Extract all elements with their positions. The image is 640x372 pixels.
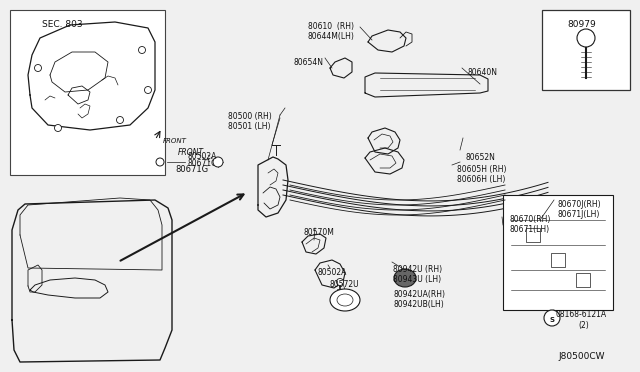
Text: 80979: 80979 bbox=[567, 20, 596, 29]
Text: 80670J(RH): 80670J(RH) bbox=[557, 200, 600, 209]
Bar bbox=[551, 253, 565, 267]
Text: 80670(RH): 80670(RH) bbox=[510, 215, 552, 224]
Text: 80671G: 80671G bbox=[175, 165, 208, 174]
Text: 80605H (RH): 80605H (RH) bbox=[457, 165, 506, 174]
Text: 80610  (RH): 80610 (RH) bbox=[308, 22, 354, 31]
Text: 80640N: 80640N bbox=[468, 68, 498, 77]
Ellipse shape bbox=[337, 294, 353, 306]
Text: 80644M(LH): 80644M(LH) bbox=[308, 32, 355, 41]
Text: S: S bbox=[550, 317, 555, 323]
Text: 80502A: 80502A bbox=[188, 152, 218, 161]
Text: 80671(LH): 80671(LH) bbox=[510, 225, 550, 234]
Circle shape bbox=[54, 125, 61, 131]
Text: 80572U: 80572U bbox=[330, 280, 360, 289]
Ellipse shape bbox=[330, 289, 360, 311]
Circle shape bbox=[145, 87, 152, 93]
Circle shape bbox=[116, 116, 124, 124]
Circle shape bbox=[337, 279, 344, 285]
Text: (2): (2) bbox=[578, 321, 589, 330]
Text: FRONT: FRONT bbox=[163, 138, 187, 144]
Text: 80942UB(LH): 80942UB(LH) bbox=[393, 300, 444, 309]
Text: 80570M: 80570M bbox=[303, 228, 334, 237]
Circle shape bbox=[138, 46, 145, 54]
Circle shape bbox=[544, 310, 560, 326]
Circle shape bbox=[156, 158, 164, 166]
Text: 80671G: 80671G bbox=[187, 160, 217, 169]
Circle shape bbox=[35, 64, 42, 71]
Text: 80943U (LH): 80943U (LH) bbox=[393, 275, 441, 284]
Text: 80942UA(RH): 80942UA(RH) bbox=[393, 290, 445, 299]
Text: 80502A: 80502A bbox=[317, 268, 346, 277]
Text: 80671J(LH): 80671J(LH) bbox=[557, 210, 600, 219]
Text: 08168-6121A: 08168-6121A bbox=[556, 310, 607, 319]
Bar bbox=[542, 10, 630, 90]
FancyBboxPatch shape bbox=[503, 195, 613, 310]
Text: 80654N: 80654N bbox=[293, 58, 323, 67]
Text: 80606H (LH): 80606H (LH) bbox=[457, 175, 506, 184]
Bar bbox=[576, 273, 590, 287]
Text: 80942U (RH): 80942U (RH) bbox=[393, 265, 442, 274]
Circle shape bbox=[213, 157, 223, 167]
Ellipse shape bbox=[394, 269, 416, 287]
Bar bbox=[10, 10, 165, 175]
Bar bbox=[526, 228, 540, 242]
Text: 80652N: 80652N bbox=[466, 153, 496, 162]
Text: J80500CW: J80500CW bbox=[558, 352, 605, 361]
Text: SEC. 803: SEC. 803 bbox=[42, 20, 83, 29]
Text: 80501 (LH): 80501 (LH) bbox=[228, 122, 271, 131]
Text: 80500 (RH): 80500 (RH) bbox=[228, 112, 272, 121]
Circle shape bbox=[577, 29, 595, 47]
Text: FRONT: FRONT bbox=[178, 148, 204, 157]
